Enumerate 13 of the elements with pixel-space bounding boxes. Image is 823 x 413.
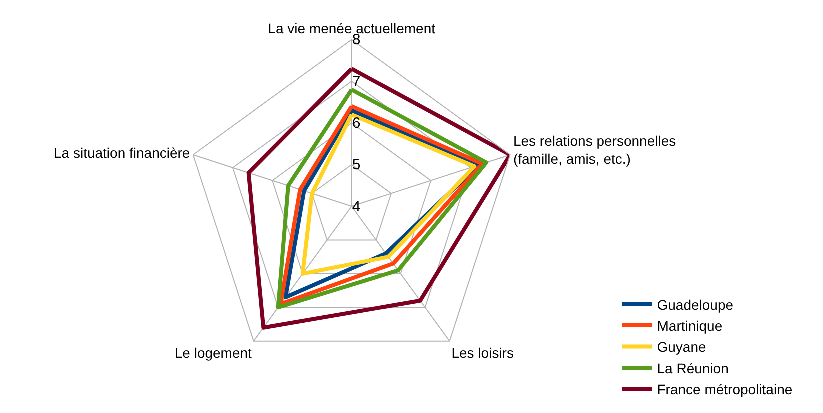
y-tick-label: 5 [352, 156, 361, 174]
spoke-label: Les relations personnelles (famille, amis, etc.) [513, 132, 676, 168]
legend-label: Guadeloupe [657, 296, 734, 313]
legend-label: La Réunion [657, 360, 729, 376]
y-tick-label: 7 [352, 73, 361, 90]
legend-label: France métropolitaine [657, 382, 793, 398]
y-tick-label: 4 [352, 198, 361, 216]
spoke-label: Les loisirs [452, 345, 514, 362]
legend-label: Martinique [657, 318, 723, 334]
spoke-label: La situation financière [54, 144, 190, 161]
legend-label: Guyane [657, 339, 706, 356]
y-tick-label: 6 [352, 115, 361, 132]
spoke-label: Le logement [174, 345, 252, 362]
